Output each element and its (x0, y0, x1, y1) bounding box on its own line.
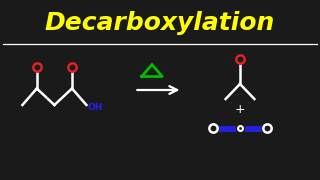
Text: Decarboxylation: Decarboxylation (45, 10, 275, 35)
Text: +: + (235, 103, 245, 116)
Text: OH: OH (88, 103, 103, 112)
